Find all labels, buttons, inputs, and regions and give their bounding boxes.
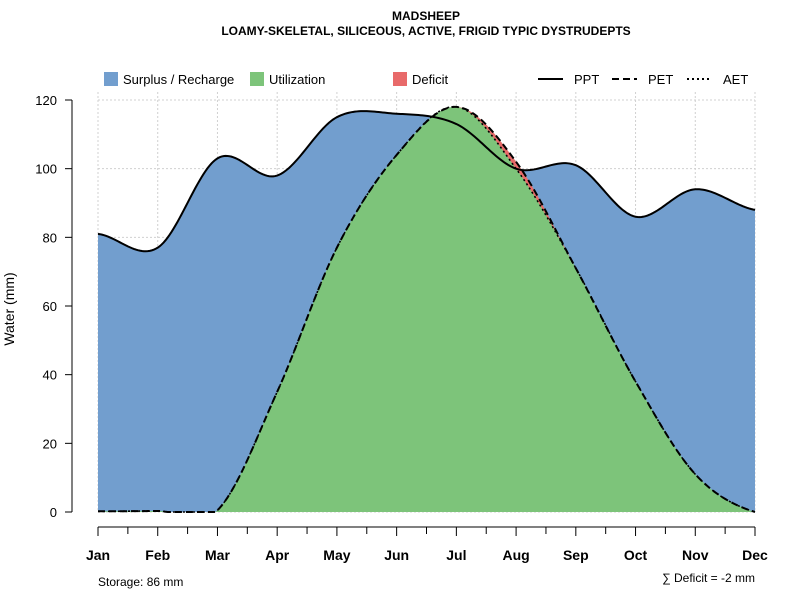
x-tick-label: Aug [502,547,529,563]
x-tick-label: Jun [384,547,409,563]
legend-label: Utilization [269,72,325,87]
x-tick-label: Jul [446,547,466,563]
y-tick-label: 120 [35,93,57,108]
x-tick-label: May [323,547,350,563]
y-tick-label: 100 [35,162,57,177]
x-tick-label: Dec [742,547,768,563]
legend-label: Deficit [412,72,449,87]
deficit-note: ∑ Deficit = -2 mm [662,571,755,585]
x-tick-label: Nov [682,547,709,563]
x-tick-label: Sep [563,547,589,563]
y-tick-label: 40 [43,368,57,383]
series-lines [97,105,756,513]
legend-swatch [393,72,407,86]
x-tick-label: Feb [145,547,170,563]
y-axis-label: Water (mm) [1,272,17,345]
y-tick-label: 0 [50,505,57,520]
storage-note: Storage: 86 mm [98,575,183,589]
legend-label: AET [723,72,748,87]
legend-swatch [104,72,118,86]
series-line-aet [98,105,756,513]
legend-label: PET [648,72,673,87]
x-tick-label: Jan [86,547,110,563]
legend-swatch [250,72,264,86]
axes: 0 20 40 60 80 100 120 Jan Feb Mar Apr May Jun Jul Aug S… [35,93,768,563]
x-tick-label: Apr [265,547,290,563]
legend-label: PPT [574,72,599,87]
chart-title: MADSHEEP [392,9,460,23]
y-tick-label: 60 [43,299,57,314]
legend-label: Surplus / Recharge [123,72,234,87]
area-utilization [98,106,755,512]
chart-subtitle: LOAMY-SKELETAL, SILICEOUS, ACTIVE, FRIGI… [221,24,630,38]
legend: Surplus / Recharge Utilization Deficit PPT P… [104,72,748,87]
x-tick-label: Oct [624,547,648,563]
x-tick-label: Mar [205,547,230,563]
y-tick-label: 20 [43,436,57,451]
area-fills [98,106,755,513]
y-tick-label: 80 [43,230,57,245]
series-line-ppt [97,110,756,253]
